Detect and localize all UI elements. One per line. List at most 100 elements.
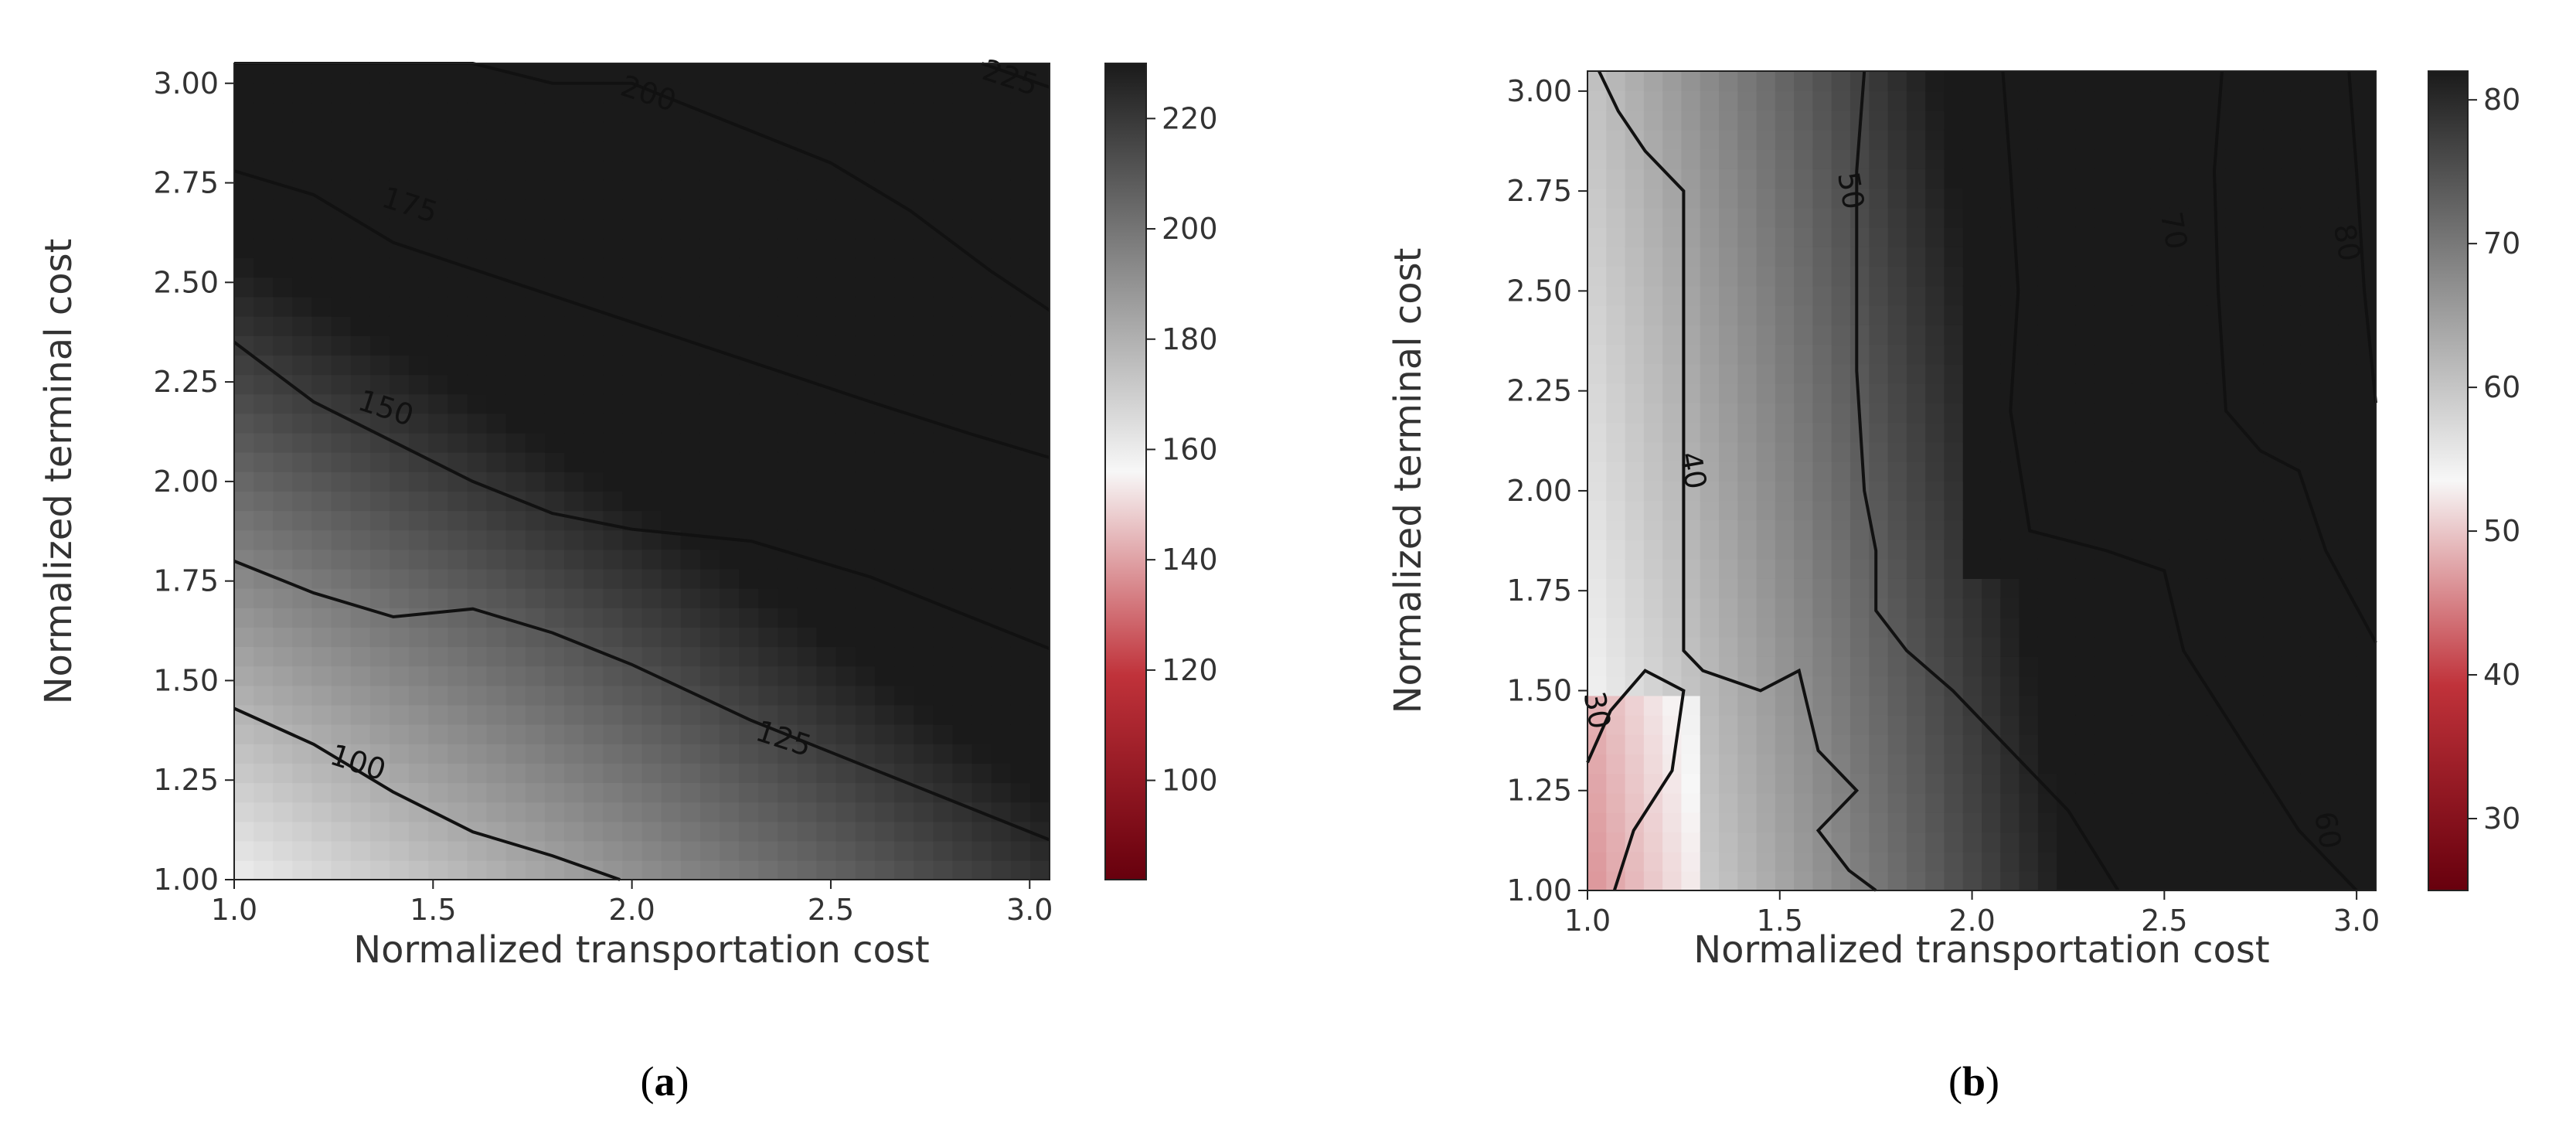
heatmap-cell — [331, 472, 352, 492]
heatmap-cell — [369, 257, 390, 278]
heatmap-cell — [1737, 90, 1758, 111]
heatmap-cell — [622, 724, 643, 744]
heatmap-cell — [1962, 363, 1982, 384]
heatmap-cell — [719, 568, 740, 589]
heatmap-cell — [661, 257, 682, 278]
heatmap-cell — [544, 219, 565, 240]
heatmap-cell — [661, 627, 682, 648]
heatmap-cell — [797, 432, 818, 453]
heatmap-cell — [933, 685, 954, 706]
heatmap-cell — [234, 646, 254, 667]
heatmap-cell — [2000, 481, 2020, 502]
heatmap-cell — [273, 141, 294, 162]
heatmap-cell — [584, 277, 604, 298]
colorbar-tick-label: 60 — [2483, 370, 2520, 404]
heatmap-cell — [1944, 598, 1964, 618]
heatmap-cell — [933, 451, 954, 472]
heatmap-cell — [331, 393, 352, 414]
heatmap-cell — [2037, 832, 2057, 853]
x-tick-label: 1.0 — [1564, 904, 1611, 938]
heatmap-cell — [2057, 754, 2077, 775]
heatmap-cell — [1756, 578, 1776, 599]
heatmap-cell — [350, 529, 371, 550]
heatmap-cell — [719, 315, 740, 336]
heatmap-cell — [1831, 441, 1851, 462]
heatmap-cell — [2019, 636, 2039, 657]
heatmap-cell — [972, 763, 992, 784]
heatmap-cell — [719, 413, 740, 434]
heatmap-cell — [2300, 792, 2320, 813]
heatmap-cell — [1662, 832, 1683, 853]
heatmap-cell — [739, 685, 760, 706]
heatmap-cell — [933, 472, 954, 492]
heatmap-cell — [1962, 207, 1982, 228]
heatmap-cell — [2225, 226, 2245, 247]
heatmap-cell — [972, 860, 992, 880]
heatmap-cell — [331, 568, 352, 589]
heatmap-cell — [2132, 325, 2152, 346]
heatmap-cell — [1850, 344, 1870, 365]
heatmap-cell — [2225, 285, 2245, 306]
heatmap-cell — [1700, 832, 1720, 853]
heatmap-cell — [1962, 773, 1982, 794]
heatmap-cell — [2225, 812, 2245, 833]
heatmap-cell — [758, 257, 779, 278]
heatmap-cell — [816, 704, 837, 725]
heatmap-cell — [778, 840, 798, 861]
heatmap-cell — [2113, 558, 2133, 579]
heatmap-cell — [2132, 344, 2152, 365]
heatmap-cell — [2037, 870, 2057, 891]
heatmap-cell — [991, 840, 1012, 861]
heatmap-cell — [758, 608, 779, 628]
heatmap-cell — [2319, 578, 2339, 599]
heatmap-cell — [525, 102, 546, 123]
heatmap-cell — [2075, 207, 2095, 228]
heatmap-cell — [409, 432, 429, 453]
heatmap-cell — [699, 451, 720, 472]
heatmap-cell — [389, 724, 410, 744]
heatmap-cell — [525, 160, 546, 181]
heatmap-cell — [564, 724, 584, 744]
heatmap-cell — [1587, 169, 1608, 189]
heatmap-cell — [2037, 71, 2057, 92]
heatmap-cell — [584, 744, 604, 764]
heatmap-cell — [1962, 247, 1982, 267]
heatmap-cell — [525, 510, 546, 531]
heatmap-cell — [273, 451, 294, 472]
heatmap-cell — [933, 802, 954, 822]
heatmap-cell — [2319, 598, 2339, 618]
heatmap-cell — [739, 219, 760, 240]
heatmap-cell — [273, 257, 294, 278]
heatmap-cell — [486, 802, 507, 822]
heatmap-cell — [1719, 247, 1739, 267]
heatmap-cell — [972, 83, 992, 104]
heatmap-cell — [273, 821, 294, 842]
heatmap-cell — [914, 646, 934, 667]
heatmap-cell — [874, 160, 895, 181]
heatmap-cell — [1756, 773, 1776, 794]
heatmap-cell — [1625, 90, 1645, 111]
heatmap-cell — [2319, 403, 2339, 424]
heatmap-cell — [1700, 247, 1720, 267]
heatmap-cell — [1906, 148, 1926, 169]
heatmap-cell — [1906, 207, 1926, 228]
heatmap-cell — [1869, 656, 1889, 677]
heatmap-cell — [797, 179, 818, 200]
heatmap-cell — [2000, 792, 2020, 813]
heatmap-cell — [855, 685, 876, 706]
heatmap-cell — [2000, 656, 2020, 677]
heatmap-cell — [1737, 247, 1758, 267]
heatmap-cell — [2019, 676, 2039, 696]
heatmap-cell — [2263, 383, 2283, 403]
heatmap-cell — [1756, 832, 1776, 853]
heatmap-cell — [1662, 110, 1683, 131]
heatmap-cell — [544, 179, 565, 200]
heatmap-cell — [1831, 832, 1851, 853]
heatmap-cell — [933, 529, 954, 550]
heatmap-cell — [2357, 422, 2377, 443]
heatmap-cell — [2169, 325, 2189, 346]
heatmap-cell — [2207, 754, 2227, 775]
heatmap-cell — [2357, 773, 2377, 794]
heatmap-cell — [914, 141, 934, 162]
heatmap-cell — [409, 724, 429, 744]
